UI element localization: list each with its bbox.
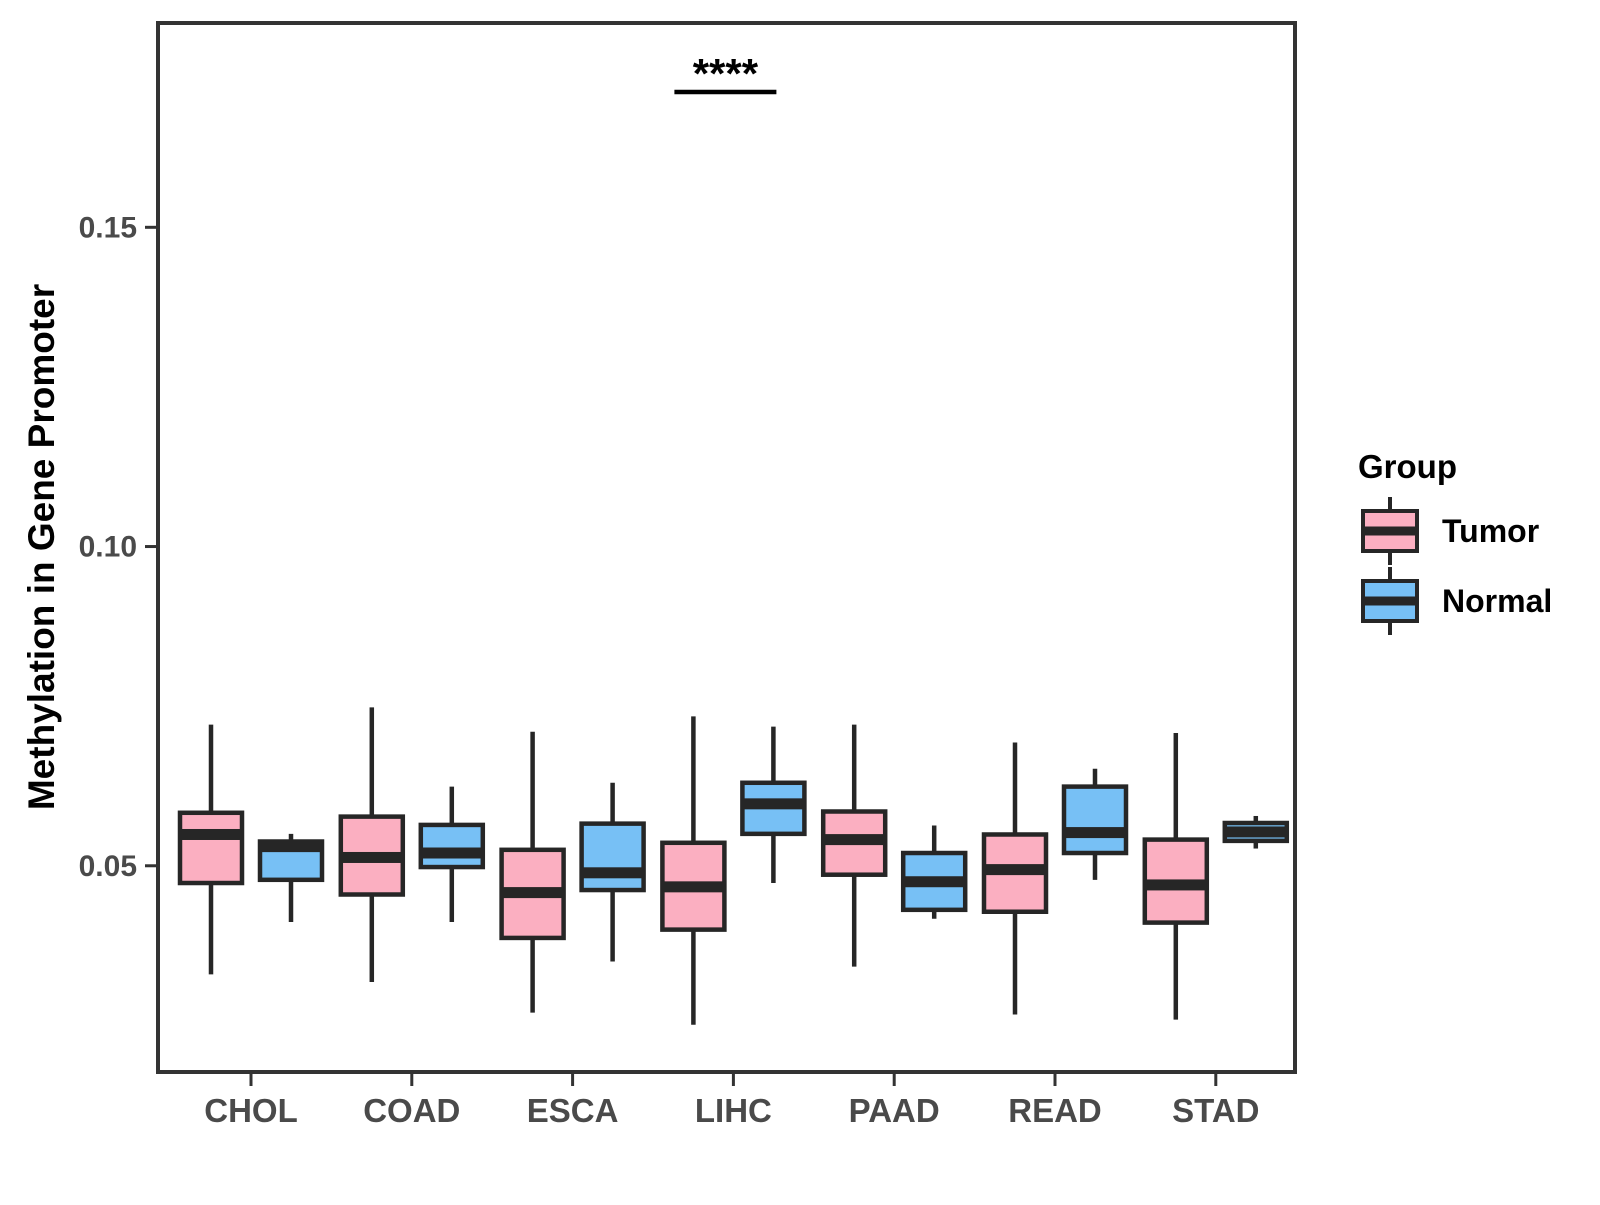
boxplot-ESCA-Normal — [579, 782, 646, 962]
x-tick-label-COAD: COAD — [363, 1092, 460, 1129]
box-ESCA-Normal — [579, 821, 646, 893]
median-STAD-Tumor — [1144, 879, 1207, 891]
median-PAAD-Tumor — [823, 834, 886, 846]
box-READ-Normal — [1061, 784, 1129, 856]
legend-item-normal: Normal — [1358, 566, 1552, 636]
y-tick-label: 0.05 — [79, 850, 137, 883]
boxplot-LIHC-Tumor — [660, 716, 727, 1025]
x-tick-label-STAD: STAD — [1172, 1092, 1259, 1129]
x-tick-label-LIHC: LIHC — [695, 1092, 772, 1129]
significance-stars: **** — [693, 50, 759, 97]
y-tick-label: 0.15 — [79, 211, 137, 244]
boxplot-CHOL-Tumor — [177, 724, 245, 975]
legend-item-tumor: Tumor — [1358, 496, 1552, 566]
median-READ-Normal — [1064, 827, 1126, 839]
median-CHOL-Normal — [260, 841, 322, 853]
median-ESCA-Normal — [581, 867, 644, 879]
legend: Group Tumor Normal — [1358, 448, 1552, 636]
median-CHOL-Tumor — [180, 828, 242, 840]
x-tick-label-READ: READ — [1008, 1092, 1102, 1129]
tumor-boxplot-glyph-icon — [1361, 497, 1419, 565]
boxplot-READ-Normal — [1061, 768, 1129, 880]
boxplot-READ-Tumor — [981, 742, 1049, 1015]
median-COAD-Normal — [420, 847, 483, 859]
boxplot-STAD-Tumor — [1142, 732, 1210, 1020]
median-STAD-Normal — [1224, 826, 1287, 838]
boxplot-ESCA-Tumor — [499, 731, 566, 1013]
boxplot-STAD-Normal — [1222, 815, 1290, 849]
box-COAD-Normal — [418, 822, 486, 870]
box-CHOL-Tumor — [177, 810, 245, 886]
legend-label-normal: Normal — [1442, 582, 1553, 619]
median-READ-Tumor — [984, 864, 1046, 876]
median-COAD-Tumor — [340, 851, 403, 863]
boxplot-PAAD-Normal — [900, 825, 968, 919]
median-ESCA-Tumor — [501, 887, 564, 899]
legend-label-tumor: Tumor — [1442, 512, 1540, 549]
boxplot-COAD-Normal — [418, 786, 486, 922]
x-tick-label-ESCA: ESCA — [527, 1092, 619, 1129]
normal-boxplot-glyph-icon — [1361, 567, 1419, 635]
legend-title: Group — [1358, 448, 1457, 485]
x-tick-label-PAAD: PAAD — [849, 1092, 940, 1129]
median-LIHC-Tumor — [662, 881, 725, 893]
median-LIHC-Normal — [742, 798, 805, 810]
median-PAAD-Normal — [903, 876, 966, 888]
boxplot-LIHC-Normal — [740, 726, 807, 884]
y-tick-label: 0.10 — [79, 531, 137, 564]
x-tick-label-CHOL: CHOL — [204, 1092, 298, 1129]
y-axis-title: Methylation in Gene Promoter — [21, 283, 62, 811]
boxplot-COAD-Tumor — [338, 707, 406, 982]
boxplot-CHOL-Normal — [257, 833, 325, 922]
boxplot-PAAD-Tumor — [820, 724, 888, 967]
